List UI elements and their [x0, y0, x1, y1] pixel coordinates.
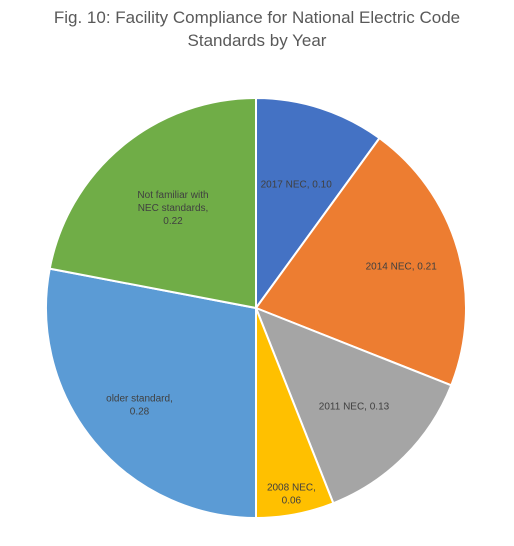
pie-slice-2017-nec: [255, 96, 381, 312]
data-label-2008-nec: 2008 NEC, 0.06: [267, 483, 316, 507]
chart-title-line-1: Fig. 10: Facility Compliance for Nationa…: [53, 8, 461, 27]
data-label-not-familiar-with-nec-standards: Not familiar with NEC standards, 0.22: [137, 190, 208, 227]
pie-slice-not-familiar-with-nec-standards: [48, 96, 257, 310]
pie-slice-older-standard: [45, 267, 257, 520]
pie-slice-2014-nec: [254, 136, 467, 387]
data-label-older-standard: older standard, 0.28: [106, 393, 173, 417]
chart-title-line-2: Standards by Year: [187, 31, 327, 50]
data-label-2017-nec: 2017 NEC, 0.10: [261, 180, 333, 191]
data-label-2014-nec: 2014 NEC, 0.21: [366, 261, 438, 272]
data-label-2011-nec: 2011 NEC, 0.13: [319, 402, 390, 413]
chart-title: Fig. 10: Facility Compliance for Nationa…: [0, 6, 514, 52]
pie-slice-2011-nec: [254, 306, 453, 505]
